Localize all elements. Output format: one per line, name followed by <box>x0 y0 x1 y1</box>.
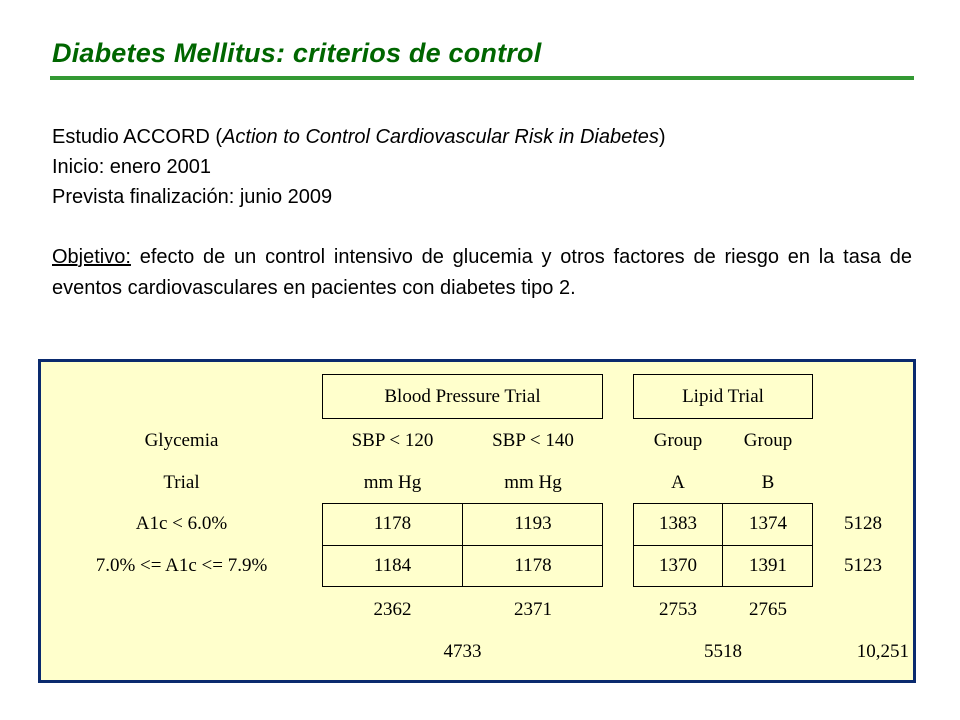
col-total-group-b: 2765 <box>749 599 787 620</box>
bp-row-divider <box>322 545 603 546</box>
intro-block: Estudio ACCORD (Action to Control Cardio… <box>52 122 912 303</box>
end-line: Prevista finalización: junio 2009 <box>52 186 333 208</box>
col-total-group-a: 2753 <box>659 599 697 620</box>
table-cell: 1374 <box>749 513 787 534</box>
col-total-sbp120: 2362 <box>373 599 412 620</box>
study-line: Estudio ACCORD (Action to Control Cardio… <box>52 122 912 152</box>
table-cell: 1391 <box>749 555 787 576</box>
bp-trial-header: Blood Pressure Trial <box>384 385 541 407</box>
trial-header: Trial <box>163 472 200 493</box>
lipid-trial-header-box <box>633 374 813 419</box>
row-label: A1c < 6.0% <box>135 513 228 534</box>
sbp120-unit: mm Hg <box>363 472 422 493</box>
glycemia-header: Glycemia <box>144 430 219 451</box>
accord-table-panel: Blood Pressure Trial Lipid Trial Glycemi… <box>38 359 916 683</box>
table-cell: 1370 <box>659 555 697 576</box>
lipid-trial-header: Lipid Trial <box>682 385 764 407</box>
objective-paragraph: Objetivo: efecto de un control intensivo… <box>52 242 912 303</box>
group-b-header: Group <box>743 430 793 451</box>
row-label: 7.0% <= A1c <= 7.9% <box>95 555 268 576</box>
objective-text: efecto de un control intensivo de glucem… <box>52 246 912 299</box>
row-total: 5128 <box>844 513 882 534</box>
row-total: 5123 <box>844 555 882 576</box>
table-cell: 1193 <box>514 513 552 534</box>
group-a-letter: A <box>671 472 685 493</box>
table-cell: 1184 <box>373 555 412 576</box>
study-prefix: Estudio ACCORD ( <box>52 126 223 148</box>
start-line: Inicio: enero 2001 <box>52 156 212 178</box>
table-cell: 1383 <box>659 513 697 534</box>
spacer <box>52 212 912 242</box>
slide-title: Diabetes Mellitus: criterios de control <box>52 38 542 68</box>
col-total-sbp140: 2371 <box>514 599 552 620</box>
study-suffix: ) <box>658 126 666 148</box>
table-cell: 1178 <box>514 555 552 576</box>
sbp140-header: SBP < 140 <box>492 430 574 451</box>
grand-total: 10,251 <box>856 641 909 662</box>
objective-label: Objetivo: <box>52 246 131 268</box>
bp-trial-total: 4733 <box>443 641 482 662</box>
title-underline <box>50 76 914 80</box>
lipid-trial-total: 5518 <box>704 641 742 662</box>
group-a-header: Group <box>653 430 703 451</box>
study-name: Action to Control Cardiovascular Risk in… <box>222 126 659 148</box>
sbp140-unit: mm Hg <box>504 472 562 493</box>
table-cell: 1178 <box>373 513 412 534</box>
group-b-letter: B <box>761 472 775 493</box>
bp-trial-header-box <box>322 374 603 419</box>
sbp120-header: SBP < 120 <box>351 430 434 451</box>
lipid-row-divider <box>633 545 813 546</box>
